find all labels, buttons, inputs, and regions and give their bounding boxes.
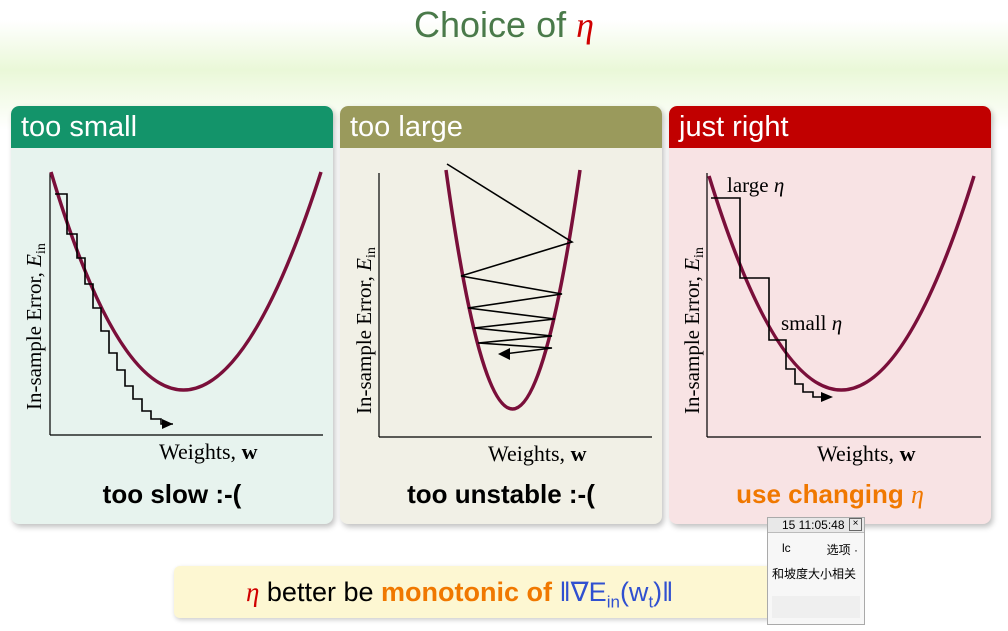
panel-just-right: just right large η small η In-sample Err… xyxy=(669,106,991,524)
svg-text:Weights, w: Weights, w xyxy=(817,441,916,466)
arrow-icon xyxy=(162,419,173,429)
panel-too-small: too small In-sample Error, Ein Weights, … xyxy=(11,106,333,524)
step-path xyxy=(55,193,173,425)
error-curve xyxy=(49,171,323,392)
panel-caption: too unstable :-( xyxy=(407,479,595,509)
panel-header: just right xyxy=(669,106,991,148)
svg-text:In-sample Error, Ein: In-sample Error, Ein xyxy=(352,247,379,414)
arrow-icon xyxy=(498,348,510,360)
error-curve xyxy=(707,175,976,392)
svg-text:large η: large η xyxy=(727,173,784,197)
panel-caption: too slow :-( xyxy=(102,479,242,509)
ime-titlebar[interactable]: 15 11:05:48 × xyxy=(768,518,864,533)
ime-pad xyxy=(772,596,860,618)
ime-suggestion[interactable]: 和坡度大小相关 xyxy=(772,567,857,581)
svg-text:small η: small η xyxy=(781,311,842,335)
svg-text:In-sample Error, Ein: In-sample Error, Ein xyxy=(22,243,49,410)
ime-popup[interactable]: 15 11:05:48 × lc 选项 · 和坡度大小相关 xyxy=(767,517,865,625)
arrow-icon xyxy=(821,392,833,402)
chart-too-small: In-sample Error, Ein Weights, w xyxy=(22,171,323,464)
panel-header: too large xyxy=(340,106,662,148)
chart-just-right: large η small η In-sample Error, Ein Wei… xyxy=(680,173,981,466)
svg-text:Weights, w: Weights, w xyxy=(488,441,587,466)
chart-too-large: In-sample Error, Ein Weights, w xyxy=(352,163,652,466)
slide-title: Choice of η xyxy=(414,4,594,45)
panel-header: too small xyxy=(11,106,333,148)
ime-options[interactable]: 选项 · xyxy=(826,543,858,557)
close-icon[interactable]: × xyxy=(849,518,862,531)
step-path xyxy=(711,197,829,398)
panel-too-large: too large In-sample Error, Ein Weights, … xyxy=(340,106,662,524)
svg-text:Weights, w: Weights, w xyxy=(159,439,258,464)
error-curve xyxy=(444,169,582,411)
svg-text:In-sample Error, Ein: In-sample Error, Ein xyxy=(680,247,707,414)
ime-input[interactable]: lc xyxy=(782,541,791,555)
oscillation-path xyxy=(446,163,574,355)
panel-caption: use changing η xyxy=(736,479,924,509)
summary-box: η better be monotonic of ‖∇Ein(wt)‖ xyxy=(174,566,824,618)
